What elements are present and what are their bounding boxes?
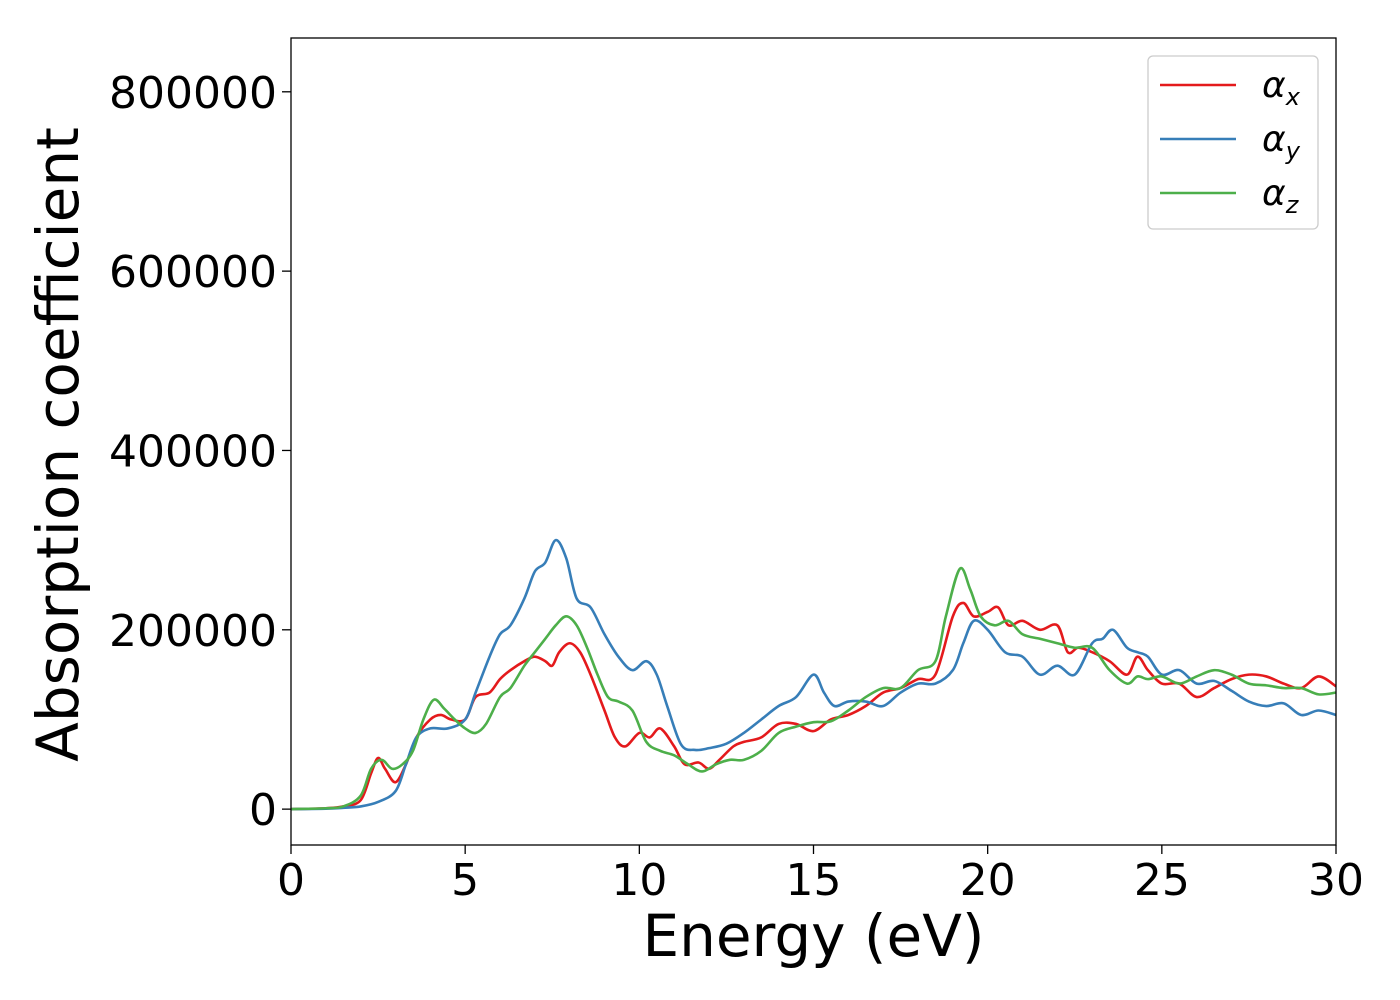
legend-box [1147,55,1319,230]
legend-symbol: α [1262,65,1286,106]
legend-symbol: α [1262,119,1286,160]
y-tick-label: 800000 [109,68,277,119]
x-tick-label: 15 [786,855,842,906]
x-tick-label: 20 [960,855,1016,906]
x-axis-title: Energy (eV) [642,902,984,970]
legend-subscript: z [1285,191,1300,219]
y-tick-label: 200000 [109,606,277,657]
legend-label-z: αz [1262,173,1300,219]
series-line-x [291,601,1336,811]
y-tick-label: 600000 [109,247,277,298]
x-tick-label: 25 [1134,855,1190,906]
series-line-y [291,538,1336,811]
x-tick-label: 30 [1308,855,1364,906]
x-axis-ticks: 0 5 10 15 20 25 30 [277,845,1364,906]
x-tick-label: 0 [277,855,305,906]
legend-subscript: y [1285,137,1301,165]
y-axis-ticks: 0 200000 400000 600000 800000 [109,68,291,836]
series-layer [291,538,1336,811]
y-axis-title: Absorption coefficient [24,127,92,762]
legend-symbol: α [1262,173,1286,214]
series-line-z [291,566,1336,811]
legend-label-x: αx [1262,65,1301,111]
x-tick-label: 10 [611,855,667,906]
legend-label-y: αy [1262,119,1301,165]
legend-subscript: x [1285,83,1301,111]
x-tick-label: 5 [451,855,479,906]
y-tick-label: 0 [249,785,277,836]
y-tick-label: 400000 [109,426,277,477]
